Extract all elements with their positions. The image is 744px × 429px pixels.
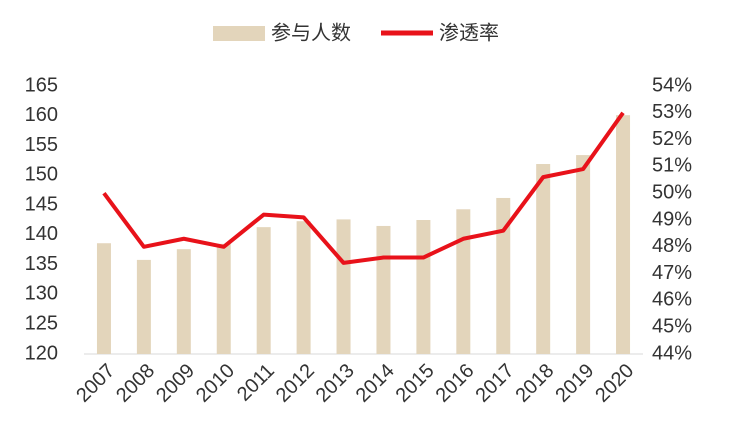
line (102, 111, 625, 265)
y2-tick-label: 50% (652, 181, 692, 203)
bar (376, 225, 391, 354)
legend-label: 参与人数 (271, 21, 351, 44)
bar (576, 155, 591, 354)
y2-tick-label: 54% (652, 74, 692, 96)
x-tick-label: 2011 (233, 360, 279, 406)
x-tick-label: 2013 (312, 360, 359, 407)
y-tick-label: 120 (25, 342, 58, 364)
x-tick-label: 2020 (591, 360, 638, 407)
bar (176, 249, 191, 354)
y2-tick-label: 47% (652, 262, 692, 284)
bar (496, 197, 511, 354)
bar (456, 209, 471, 354)
legend-label: 渗透率 (439, 21, 499, 44)
bar (536, 164, 551, 354)
y-tick-label: 130 (25, 283, 58, 305)
y2-tick-label: 51% (652, 155, 692, 177)
y2-tick-label: 46% (652, 289, 692, 311)
x-tick-label: 2014 (352, 360, 399, 407)
y-tick-label: 155 (25, 134, 58, 156)
x-tick-label: 2019 (551, 360, 598, 407)
y-tick-label: 125 (25, 313, 58, 335)
y-tick-label: 140 (25, 223, 58, 245)
x-tick-label: 2018 (511, 360, 558, 407)
x-tick-label: 2007 (72, 360, 119, 407)
y2-tick-label: 45% (652, 315, 692, 337)
y-tick-label: 135 (25, 253, 58, 275)
y2-tick-label: 44% (652, 342, 692, 364)
y2-tick-label: 53% (652, 101, 692, 123)
x-tick-label: 2017 (471, 360, 518, 407)
bar (216, 243, 231, 354)
y-tick-label: 165 (25, 74, 58, 96)
y-tick-label: 160 (25, 104, 58, 126)
bar (416, 220, 431, 354)
x-tick-label: 2015 (392, 360, 439, 407)
legend-swatch (213, 26, 265, 41)
bar (296, 221, 311, 354)
bar (136, 259, 151, 354)
x-tick-label: 2009 (152, 360, 199, 407)
y2-tick-label: 52% (652, 128, 692, 150)
y2-tick-label: 48% (652, 235, 692, 257)
bar (616, 115, 631, 354)
bar (256, 227, 271, 354)
x-tick-label: 2016 (432, 360, 479, 407)
bar (336, 219, 351, 354)
x-tick-label: 2010 (192, 360, 239, 407)
bar (96, 243, 111, 354)
y2-tick-label: 49% (652, 208, 692, 230)
x-tick-label: 2012 (272, 360, 319, 407)
y-tick-label: 145 (25, 193, 58, 215)
y-tick-label: 150 (25, 164, 58, 186)
x-tick-label: 2008 (112, 360, 159, 407)
